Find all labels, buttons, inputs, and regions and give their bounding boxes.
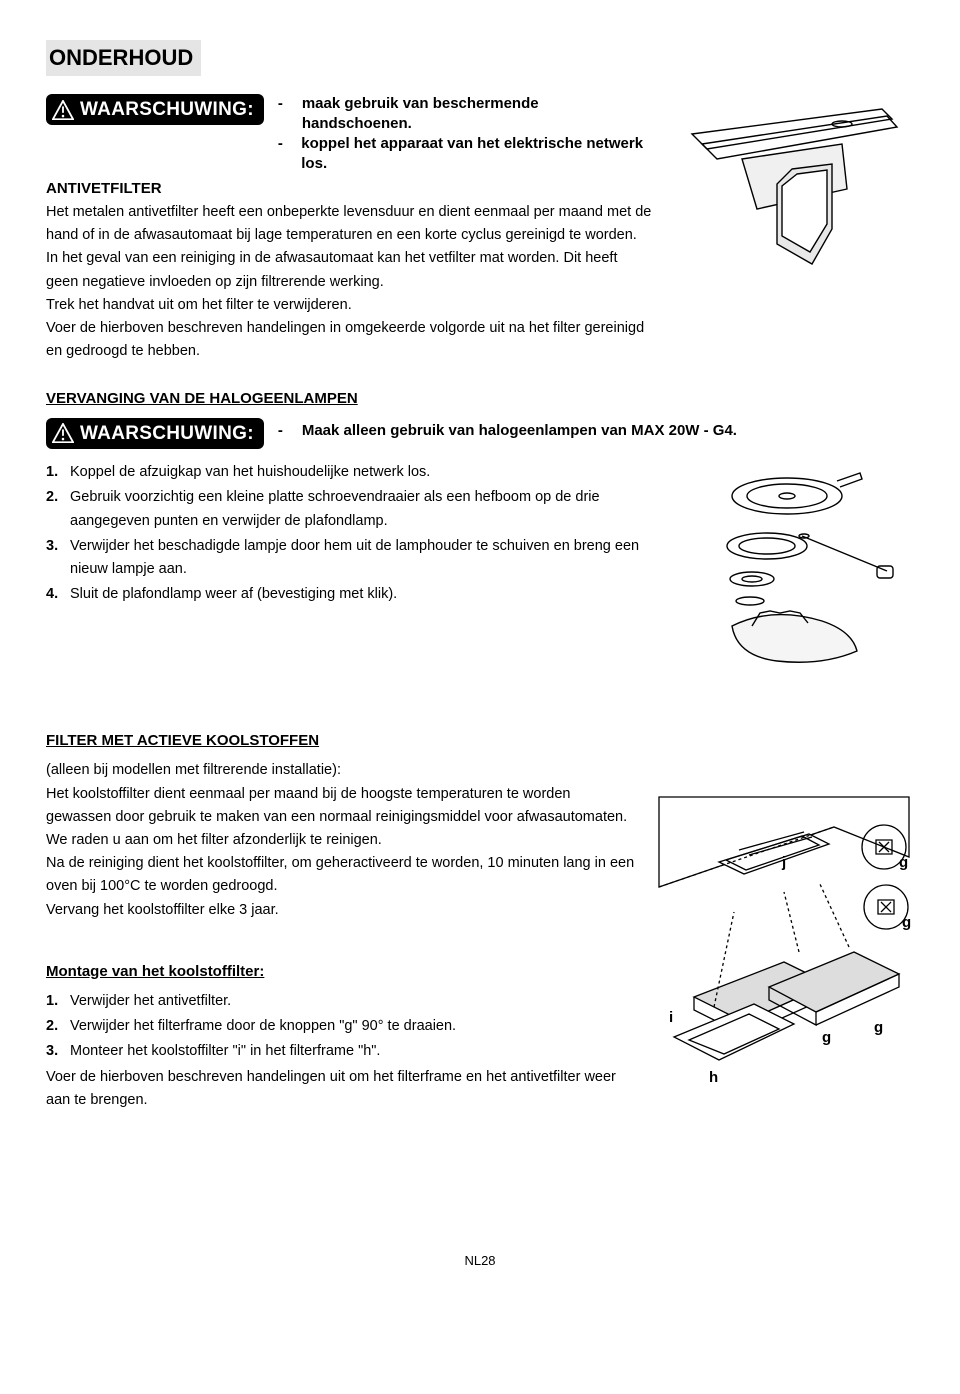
list-item: Gebruik voorzichtig een kleine platte sc… — [70, 486, 652, 532]
montage-steps: Verwijder het antivetfilter. Verwijder h… — [46, 990, 636, 1064]
illustration-koolstof-filter: j g g i h g g — [654, 792, 914, 1112]
para-text: Na de reiniging dient het koolstoffilter… — [46, 852, 636, 898]
warning-bullets: -maak gebruik van beschermende handschoe… — [278, 94, 652, 175]
list-item: Verwijder het antivetfilter. — [70, 990, 231, 1013]
warning-label: WAARSCHUWING: — [80, 97, 254, 123]
list-item: Koppel de afzuigkap van het huishoudelij… — [70, 461, 430, 484]
section-koolstof: FILTER MET ACTIEVE KOOLSTOFFEN (alleen b… — [46, 731, 914, 1112]
svg-text:g: g — [822, 1029, 831, 1046]
subheading-antivetfilter: ANTIVETFILTER — [46, 179, 652, 199]
svg-text:h: h — [709, 1069, 718, 1086]
warning-icon — [52, 100, 74, 120]
section-antivetfilter: WAARSCHUWING: -maak gebruik van bescherm… — [46, 94, 914, 364]
warning-label: WAARSCHUWING: — [80, 421, 254, 447]
svg-text:g: g — [874, 1019, 883, 1036]
illustration-lamp-replace — [682, 461, 902, 671]
para-text: (alleen bij modellen met filtrerende ins… — [46, 759, 636, 782]
page-title: ONDERHOUD — [46, 40, 201, 76]
list-item: Sluit de plafondlamp weer af (bevestigin… — [70, 583, 397, 606]
bullet-text: koppel het apparaat van het elektrische … — [301, 134, 652, 175]
list-item: Monteer het koolstoffilter "i" in het fi… — [70, 1040, 380, 1063]
section-halogeen-body: Koppel de afzuigkap van het huishoudelij… — [46, 461, 914, 671]
list-item: Verwijder het beschadigde lampje door he… — [70, 535, 652, 581]
para-text: Vervang het koolstoffilter elke 3 jaar. — [46, 899, 636, 922]
halogeen-steps: Koppel de afzuigkap van het huishoudelij… — [46, 461, 652, 606]
para-text: Voer de hierboven beschreven handelingen… — [46, 1066, 636, 1112]
para-text: Voer de hierboven beschreven handelingen… — [46, 317, 652, 363]
para-text: Het metalen antivetfilter heeft een onbe… — [46, 201, 652, 294]
svg-text:i: i — [669, 1009, 673, 1026]
warning-badge: WAARSCHUWING: — [46, 418, 264, 450]
para-text: Trek het handvat uit om het filter te ve… — [46, 294, 652, 317]
bullet-dash: - — [278, 421, 288, 441]
bullet-dash: - — [278, 134, 287, 175]
page-number: NL28 — [46, 1252, 914, 1270]
list-item: Verwijder het filterframe door de knoppe… — [70, 1015, 456, 1038]
warning-bullets: -Maak alleen gebruik van halogeenlampen … — [278, 418, 737, 441]
illustration-filter-remove — [682, 94, 902, 284]
bullet-text: maak gebruik van beschermende handschoen… — [302, 94, 652, 135]
heading-halogeen: VERVANGING VAN DE HALOGEENLAMPEN — [46, 389, 914, 409]
warning-badge: WAARSCHUWING: — [46, 94, 264, 126]
svg-text:j: j — [781, 854, 786, 871]
bullet-dash: - — [278, 94, 288, 135]
para-text: Het koolstoffilter dient eenmaal per maa… — [46, 783, 636, 853]
svg-text:g: g — [902, 914, 911, 931]
warning-icon — [52, 423, 74, 443]
heading-koolstof: FILTER MET ACTIEVE KOOLSTOFFEN — [46, 731, 636, 751]
svg-text:g: g — [899, 854, 908, 871]
heading-montage: Montage van het koolstoffilter: — [46, 962, 636, 982]
bullet-text: Maak alleen gebruik van halogeenlampen v… — [302, 421, 737, 441]
